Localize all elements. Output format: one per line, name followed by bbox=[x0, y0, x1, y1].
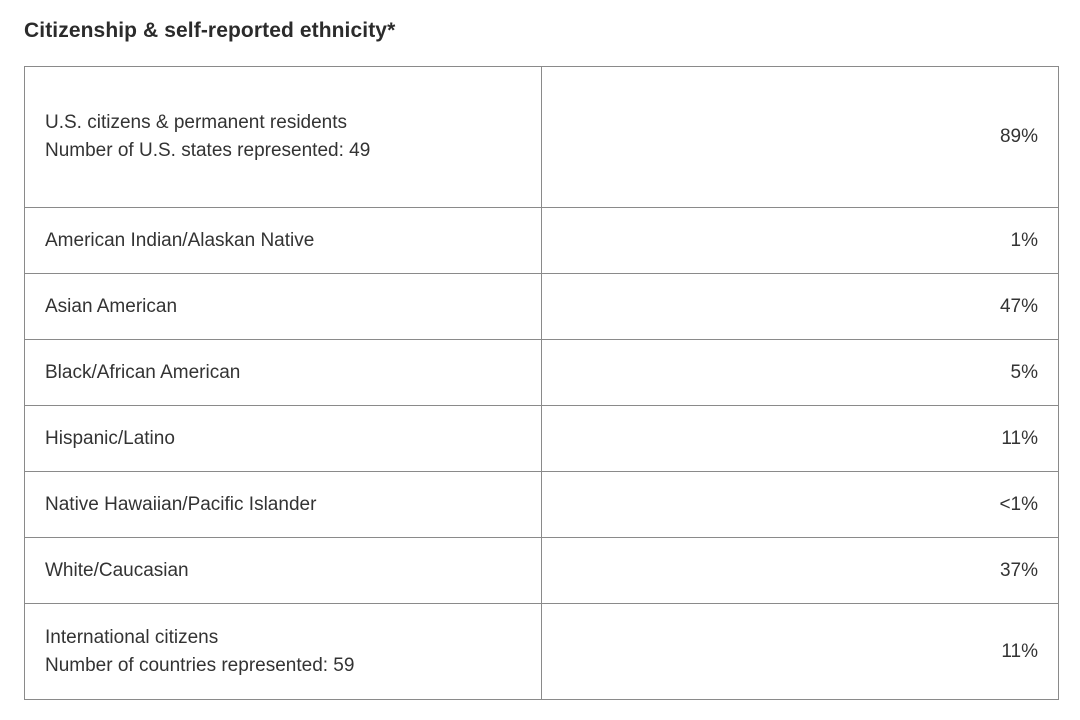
row-value: 11% bbox=[541, 405, 1059, 472]
row-label-cell: International citizens Number of countri… bbox=[24, 603, 542, 700]
row-label: White/Caucasian bbox=[24, 537, 542, 604]
row-value: 11% bbox=[541, 603, 1059, 700]
row-label: Asian American bbox=[24, 273, 542, 340]
table-row: Black/African American 5% bbox=[24, 339, 1059, 406]
table-row: Hispanic/Latino 11% bbox=[24, 405, 1059, 472]
row-sublabel: Number of U.S. states represented: 49 bbox=[45, 140, 371, 161]
row-label: International citizens bbox=[45, 626, 219, 648]
table-row: White/Caucasian 37% bbox=[24, 537, 1059, 604]
row-value: 1% bbox=[541, 207, 1059, 274]
row-label: U.S. citizens & permanent residents bbox=[45, 112, 348, 133]
row-value: 5% bbox=[541, 339, 1059, 406]
row-label-cell: U.S. citizens & permanent residents Numb… bbox=[24, 66, 542, 208]
table-row: Native Hawaiian/Pacific Islander <1% bbox=[24, 471, 1059, 538]
citizenship-ethnicity-table: U.S. citizens & permanent residents Numb… bbox=[24, 66, 1059, 700]
table-row: International citizens Number of countri… bbox=[24, 603, 1059, 700]
row-value: <1% bbox=[541, 471, 1059, 538]
table-row: Asian American 47% bbox=[24, 273, 1059, 340]
table-row: American Indian/Alaskan Native 1% bbox=[24, 207, 1059, 274]
row-value: 47% bbox=[541, 273, 1059, 340]
row-label: Native Hawaiian/Pacific Islander bbox=[24, 471, 542, 538]
row-label: Hispanic/Latino bbox=[24, 405, 542, 472]
row-sublabel: Number of countries represented: 59 bbox=[45, 654, 355, 676]
section-title: Citizenship & self-reported ethnicity* bbox=[24, 19, 396, 42]
row-label: Black/African American bbox=[24, 339, 542, 406]
row-label: American Indian/Alaskan Native bbox=[24, 207, 542, 274]
row-value: 89% bbox=[541, 66, 1059, 208]
row-value: 37% bbox=[541, 537, 1059, 604]
table-row: U.S. citizens & permanent residents Numb… bbox=[24, 66, 1059, 208]
